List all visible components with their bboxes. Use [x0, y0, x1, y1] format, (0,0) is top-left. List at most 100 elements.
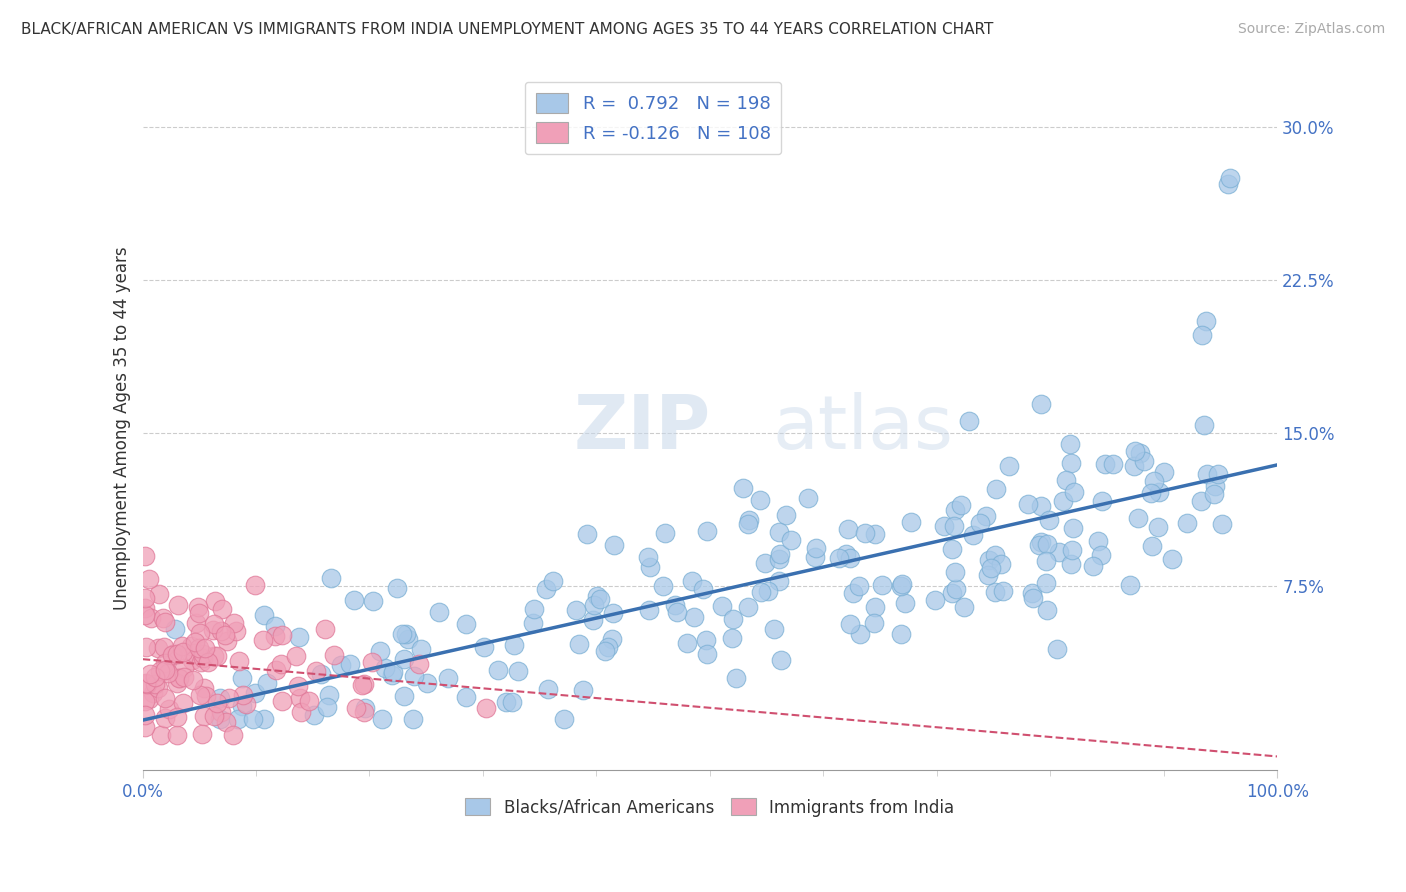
Point: [474, 701, 496, 715]
Point: [385, 581, 408, 595]
Point: [264, 629, 287, 643]
Point: [1129, 446, 1152, 460]
Point: [218, 690, 240, 705]
Point: [890, 626, 912, 640]
Point: [974, 508, 997, 523]
Point: [271, 694, 294, 708]
Point: [738, 513, 761, 527]
Point: [143, 677, 166, 691]
Point: [454, 690, 477, 705]
Text: ZIP: ZIP: [574, 392, 711, 465]
Point: [472, 640, 495, 654]
Point: [353, 701, 375, 715]
Point: [1059, 436, 1081, 450]
Point: [253, 712, 276, 726]
Point: [288, 630, 311, 644]
Point: [226, 712, 249, 726]
Point: [195, 689, 218, 703]
Point: [146, 681, 169, 696]
Point: [1204, 479, 1226, 493]
Text: Source: ZipAtlas.com: Source: ZipAtlas.com: [1237, 22, 1385, 37]
Point: [1139, 486, 1161, 500]
Point: [943, 566, 966, 580]
Point: [181, 653, 204, 667]
Point: [193, 681, 215, 695]
Point: [202, 709, 225, 723]
Point: [749, 584, 772, 599]
Point: [150, 728, 173, 742]
Point: [603, 538, 626, 552]
Point: [392, 652, 415, 666]
Point: [804, 541, 827, 556]
Point: [323, 648, 346, 662]
Point: [502, 638, 524, 652]
Point: [683, 610, 706, 624]
Point: [1054, 473, 1077, 487]
Point: [1123, 443, 1146, 458]
Point: [204, 616, 226, 631]
Point: [756, 584, 779, 599]
Point: [724, 671, 747, 685]
Point: [1195, 314, 1218, 328]
Point: [1035, 554, 1057, 568]
Point: [142, 686, 165, 700]
Point: [804, 550, 827, 565]
Point: [396, 632, 419, 646]
Point: [202, 648, 225, 663]
Point: [149, 664, 172, 678]
Point: [1191, 328, 1213, 343]
Point: [863, 616, 886, 631]
Point: [1038, 513, 1060, 527]
Point: [138, 692, 160, 706]
Point: [167, 598, 190, 612]
Point: [1175, 516, 1198, 530]
Point: [890, 580, 912, 594]
Point: [695, 633, 717, 648]
Point: [409, 641, 432, 656]
Point: [837, 522, 859, 536]
Point: [870, 578, 893, 592]
Point: [311, 667, 333, 681]
Point: [952, 600, 974, 615]
Point: [166, 710, 188, 724]
Point: [191, 647, 214, 661]
Point: [134, 601, 156, 615]
Point: [134, 591, 156, 605]
Point: [381, 667, 404, 681]
Point: [208, 690, 231, 705]
Point: [950, 499, 973, 513]
Point: [256, 676, 278, 690]
Point: [298, 693, 321, 707]
Point: [148, 587, 170, 601]
Point: [314, 623, 336, 637]
Point: [287, 679, 309, 693]
Point: [754, 556, 776, 570]
Point: [983, 584, 1005, 599]
Point: [156, 665, 179, 680]
Point: [201, 623, 224, 637]
Point: [193, 709, 215, 723]
Point: [710, 599, 733, 613]
Point: [1029, 499, 1052, 513]
Point: [1146, 520, 1168, 534]
Point: [1140, 539, 1163, 553]
Point: [371, 712, 394, 726]
Point: [665, 606, 688, 620]
Point: [135, 640, 157, 654]
Point: [640, 560, 662, 574]
Point: [1219, 171, 1241, 186]
Point: [598, 640, 620, 654]
Point: [134, 707, 156, 722]
Point: [969, 516, 991, 531]
Point: [737, 599, 759, 614]
Point: [780, 533, 803, 547]
Point: [536, 582, 558, 596]
Point: [186, 616, 208, 631]
Point: [1122, 458, 1144, 473]
Point: [768, 574, 790, 588]
Point: [977, 568, 1000, 582]
Point: [1211, 516, 1233, 531]
Point: [139, 666, 162, 681]
Point: [181, 673, 204, 688]
Point: [166, 728, 188, 742]
